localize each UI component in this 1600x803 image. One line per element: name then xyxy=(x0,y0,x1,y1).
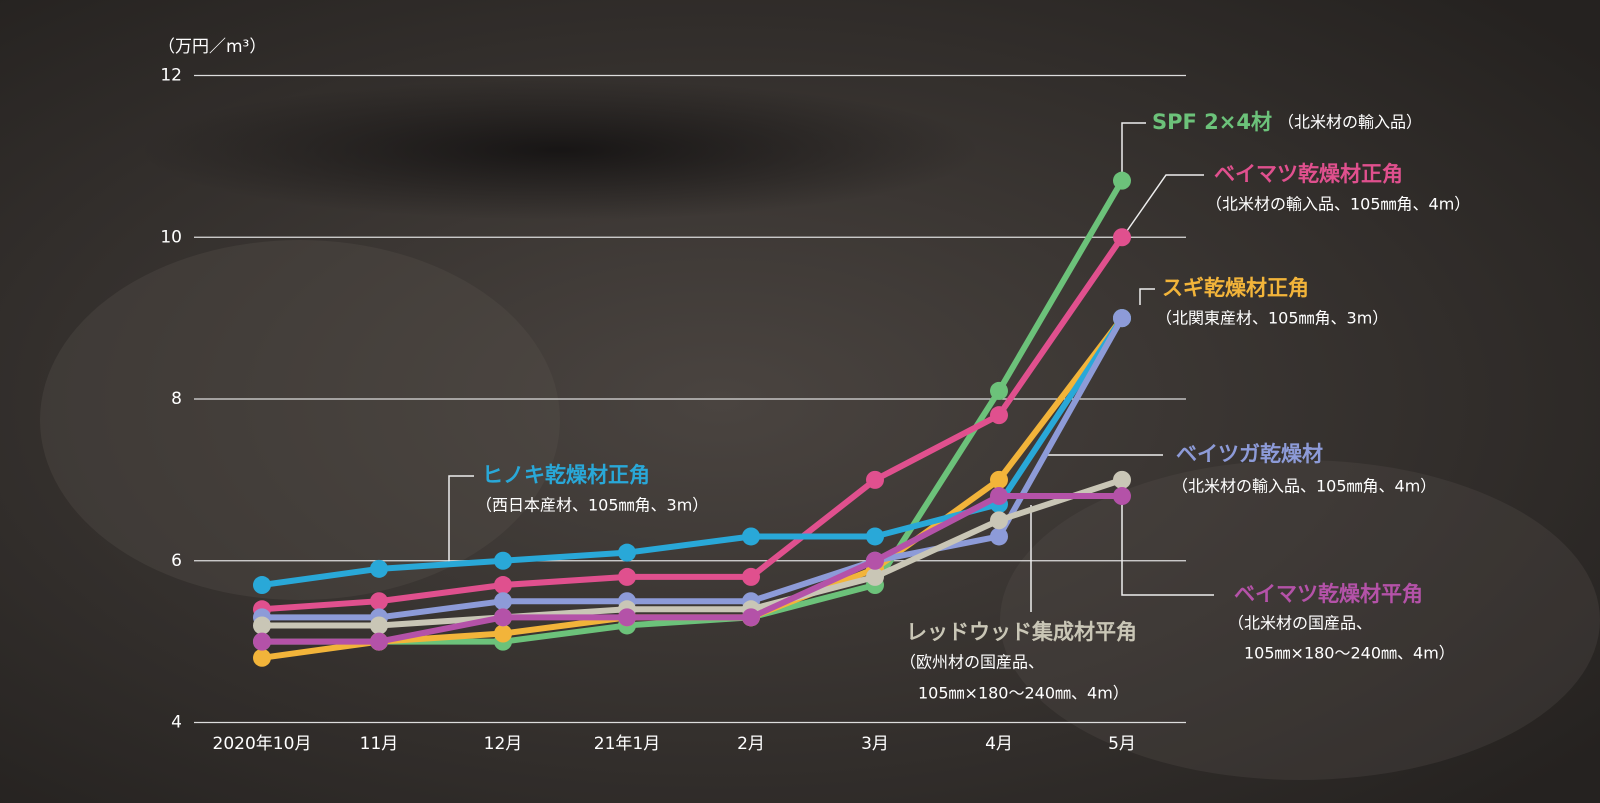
leader-line xyxy=(448,475,474,563)
data-point xyxy=(618,567,636,586)
data-point xyxy=(742,527,760,546)
x-tick-label: 5月 xyxy=(1108,734,1136,754)
y-tick-label: 4 xyxy=(171,713,182,733)
y-tick-label: 8 xyxy=(171,389,182,409)
background-shade xyxy=(140,80,980,220)
leader-line xyxy=(1139,288,1155,305)
x-tick-label: 2月 xyxy=(737,734,765,754)
series-note: 105㎜×180～240㎜、4m） xyxy=(918,684,1129,703)
y-tick-label: 10 xyxy=(160,227,182,247)
leader-line xyxy=(1121,174,1204,239)
x-tick-label: 3月 xyxy=(861,734,889,754)
series-label: ベイマツ乾燥材平角 xyxy=(1234,582,1423,606)
series-note: （北米材の輸入品、105㎜角、4m） xyxy=(1172,477,1436,496)
series-label: レッドウッド集成材平角 xyxy=(906,620,1137,644)
data-point xyxy=(370,632,388,651)
data-point xyxy=(990,381,1008,400)
data-point xyxy=(494,551,512,570)
data-point xyxy=(494,592,512,611)
y-unit: （万円／m³） xyxy=(158,37,266,57)
data-point xyxy=(1113,470,1131,489)
x-tick-label: 21年1月 xyxy=(594,734,660,754)
series-line xyxy=(261,235,1125,613)
data-point xyxy=(742,608,760,627)
y-tick-label: 6 xyxy=(171,551,182,571)
series-note: （北米材の輸入品） xyxy=(1278,113,1422,132)
x-tick-label: 12月 xyxy=(484,734,523,754)
data-point xyxy=(370,616,388,635)
series-note: （北米材の輸入品、105㎜角、4m） xyxy=(1206,195,1470,214)
data-point xyxy=(494,608,512,627)
data-point xyxy=(990,406,1008,425)
leader-line xyxy=(1121,505,1214,596)
data-point xyxy=(990,511,1008,530)
background-log xyxy=(1000,460,1600,780)
data-point xyxy=(990,470,1008,489)
data-point xyxy=(742,567,760,586)
x-tick-label: 11月 xyxy=(360,734,399,754)
data-point xyxy=(990,487,1008,506)
series-label: SPF 2×4材 xyxy=(1152,110,1272,134)
x-tick-label: 2020年10月 xyxy=(213,734,312,754)
series-note: 105㎜×180～240㎜、4m） xyxy=(1244,644,1455,663)
data-point xyxy=(1113,309,1131,328)
data-point xyxy=(370,592,388,611)
series-line xyxy=(262,493,1122,645)
data-point xyxy=(253,576,271,595)
data-point xyxy=(253,616,271,635)
background-log xyxy=(40,240,560,600)
x-tick-label: 4月 xyxy=(985,734,1013,754)
leader-line xyxy=(1121,122,1146,172)
series-note: （北関東産材、105㎜角、3m） xyxy=(1156,309,1388,328)
data-point xyxy=(494,624,512,643)
series-label: ベイツガ乾燥材 xyxy=(1176,442,1323,466)
data-point xyxy=(866,470,884,489)
data-point xyxy=(990,527,1008,546)
data-point xyxy=(866,567,884,586)
series-label: ベイマツ乾燥材正角 xyxy=(1214,162,1403,186)
data-point xyxy=(494,576,512,595)
y-tick-label: 12 xyxy=(160,66,182,86)
series-label: スギ乾燥材正角 xyxy=(1162,276,1309,300)
series-line xyxy=(262,477,1123,629)
series-line xyxy=(262,316,1125,621)
data-point xyxy=(370,559,388,578)
data-point xyxy=(1113,228,1131,247)
data-point xyxy=(1113,487,1131,506)
series-label: ヒノキ乾燥材正角 xyxy=(482,463,650,487)
data-point xyxy=(253,632,271,651)
data-point xyxy=(618,543,636,562)
data-point xyxy=(618,608,636,627)
series-note: （欧州材の国産品、 xyxy=(900,653,1044,672)
data-point xyxy=(866,527,884,546)
data-point xyxy=(866,551,884,570)
series-note: （北米材の国産品、 xyxy=(1228,614,1372,633)
series-note: （西日本産材、105㎜角、3m） xyxy=(476,496,708,515)
data-point xyxy=(253,648,271,667)
data-point xyxy=(1113,171,1131,190)
